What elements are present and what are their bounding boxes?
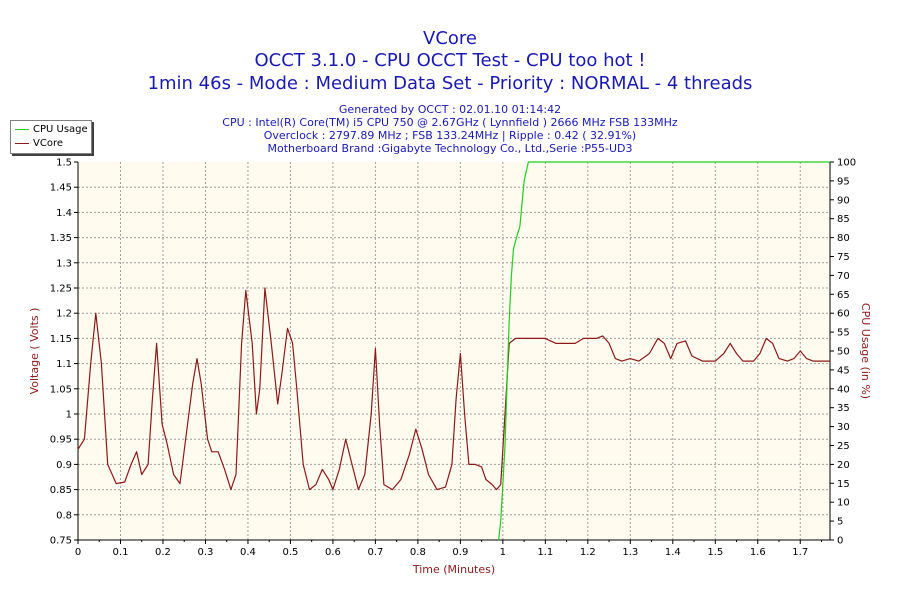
y-right-tick-label: 45 [837,365,850,376]
y-right-tick-label: 30 [837,422,850,433]
y-axis-label-right: CPU Usage (in %) [859,303,872,399]
x-tick-label: 1.4 [665,547,681,558]
x-tick-label: 0.2 [155,547,171,558]
info-generated: Generated by OCCT : 02.01.10 01:14:42 [338,103,562,116]
y-left-tick-label: 0.9 [56,460,72,471]
x-tick-label: 0.1 [113,547,129,558]
y-right-tick-label: 100 [837,158,856,169]
y-right-tick-label: 60 [837,309,850,320]
legend-swatch-vcore [15,143,29,144]
series-line-vcore [77,287,830,491]
x-tick-label: 0.7 [367,547,383,558]
y-right-tick-label: 75 [837,252,850,263]
x-tick-label: 0.8 [410,547,426,558]
y-left-tick-label: 0.85 [50,485,72,496]
x-tick-label: 1.1 [537,547,553,558]
y-axis-label-left: Voltage ( Volts ) [28,308,41,395]
x-tick-label: 1.7 [792,547,808,558]
x-tick-label: 1.6 [750,547,766,558]
x-tick-label: 0.9 [452,547,468,558]
y-right-tick-label: 65 [837,290,850,301]
y-left-tick-label: 1.4 [56,208,72,219]
info-motherboard: Motherboard Brand :Gigabyte Technology C… [267,142,633,155]
legend-entry-vcore: VCore [15,137,63,150]
y-right-tick-label: 10 [837,498,850,509]
chart-title: VCore [423,28,477,49]
y-right-tick-label: 20 [837,460,850,471]
y-right-tick-label: 50 [837,347,850,358]
y-left-tick-label: 1.2 [56,309,72,320]
x-tick-label: 0.5 [282,547,298,558]
y-left-tick-label: 0.8 [56,510,72,521]
y-right-tick-label: 40 [837,384,850,395]
y-left-tick-label: 0.95 [50,435,72,446]
y-left-tick-label: 1.5 [56,158,72,169]
series-line-cpu-usage [498,161,830,541]
y-left-tick-label: 1.25 [50,284,72,295]
y-right-tick-label: 55 [837,328,850,339]
legend-label-cpu-usage: CPU Usage [33,124,88,135]
chart-legend: CPU Usage VCore [10,120,92,154]
legend-swatch-cpu-usage [15,129,29,130]
info-cpu: CPU : Intel(R) Core(TM) i5 CPU 750 @ 2.6… [222,116,678,129]
y-left-tick-label: 1.35 [50,233,72,244]
info-overclock: Overclock : 2797.89 MHz ; FSB 133.24MHz … [263,129,637,142]
y-right-tick-label: 25 [837,441,850,452]
x-tick-label: 0 [75,547,81,558]
y-right-tick-label: 90 [837,195,850,206]
y-right-tick-label: 85 [837,214,850,225]
legend-entry-cpu-usage: CPU Usage [15,123,88,136]
legend-label-vcore: VCore [33,138,63,149]
y-right-tick-label: 0 [837,536,843,547]
y-right-tick-label: 70 [837,271,850,282]
y-left-tick-label: 1 [66,410,72,421]
y-right-tick-label: 80 [837,233,850,244]
y-right-tick-label: 35 [837,403,850,414]
y-left-tick-label: 1.05 [50,384,72,395]
x-tick-label: 0.6 [325,547,341,558]
x-axis-label: Time (Minutes) [412,563,495,576]
x-tick-label: 0.4 [240,547,256,558]
y-right-tick-label: 5 [837,517,843,528]
x-tick-label: 1.5 [707,547,723,558]
x-tick-label: 1.2 [580,547,596,558]
y-left-tick-label: 1.15 [50,334,72,345]
chart-subtitle-mode: 1min 46s - Mode : Medium Data Set - Prio… [147,73,753,94]
y-right-tick-label: 15 [837,479,850,490]
y-left-tick-label: 1.45 [50,183,72,194]
x-tick-label: 1 [500,547,506,558]
y-left-tick-label: 1.1 [56,359,72,370]
chart-subtitle-test: OCCT 3.1.0 - CPU OCCT Test - CPU too hot… [254,50,646,71]
x-tick-label: 1.3 [622,547,638,558]
y-left-tick-label: 0.75 [50,536,72,547]
plot-area [78,162,830,540]
y-right-tick-label: 95 [837,176,850,187]
y-left-tick-label: 1.3 [56,258,72,269]
x-tick-label: 0.3 [198,547,214,558]
